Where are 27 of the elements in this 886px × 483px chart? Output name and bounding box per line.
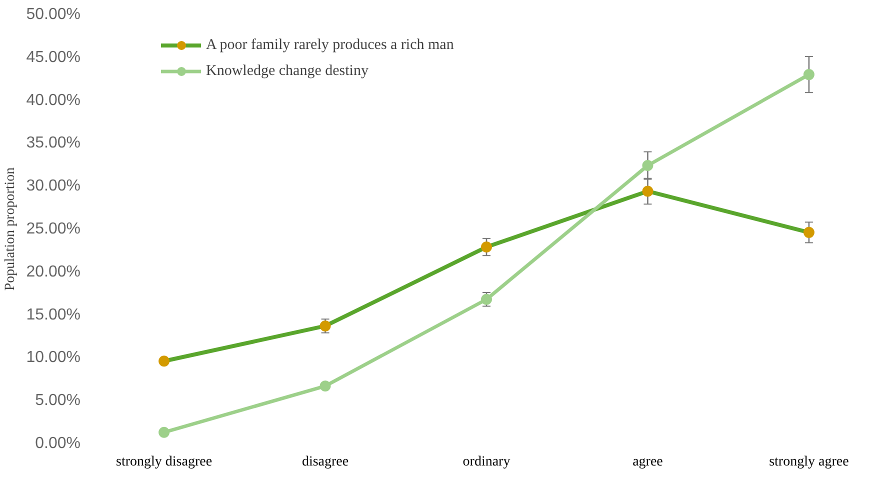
point xyxy=(320,380,331,392)
y-axis-title: Population proportion xyxy=(3,167,18,291)
point xyxy=(642,186,654,197)
x-tick-label: agree xyxy=(632,454,663,470)
y-tick-label: 35.00% xyxy=(26,134,80,152)
point xyxy=(803,69,814,80)
point xyxy=(158,356,170,367)
y-tick-label: 10.00% xyxy=(26,349,80,366)
y-tick-label: 40.00% xyxy=(26,92,80,109)
y-tick-label: 25.00% xyxy=(26,220,80,238)
point xyxy=(158,426,170,438)
legend-label: Knowledge change destiny xyxy=(206,62,368,80)
x-tick-label: strongly agree xyxy=(769,454,849,470)
point xyxy=(803,226,814,238)
point xyxy=(642,160,654,171)
y-tick-label: 5.00% xyxy=(35,392,81,410)
y-tick-label: 20.00% xyxy=(26,263,80,280)
y-tick-label: 45.00% xyxy=(26,48,80,66)
y-tick-label: 30.00% xyxy=(26,178,80,195)
legend-label: A poor family rarely produces a rich man xyxy=(206,36,454,54)
x-tick-label: disagree xyxy=(302,454,349,470)
y-tick-label: 15.00% xyxy=(26,306,80,324)
point xyxy=(481,242,492,253)
x-tick-label: strongly disagree xyxy=(116,454,212,470)
y-tick-label: 0.00% xyxy=(35,435,81,452)
x-tick-label: ordinary xyxy=(462,454,510,470)
y-tick-label: 50.00% xyxy=(26,6,80,23)
